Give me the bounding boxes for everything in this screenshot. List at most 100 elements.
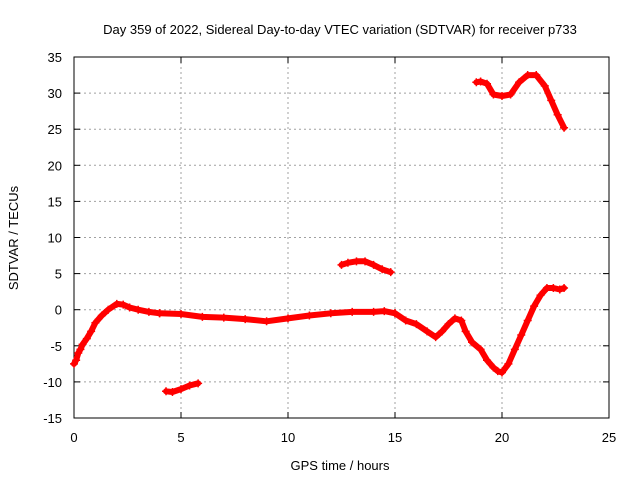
data-point bbox=[555, 285, 564, 294]
data-point bbox=[493, 367, 502, 376]
data-point bbox=[515, 78, 524, 87]
series-segment-top bbox=[472, 71, 569, 132]
data-point bbox=[386, 268, 395, 277]
data-point bbox=[498, 368, 506, 377]
x-tick-label: 25 bbox=[602, 430, 616, 445]
data-point bbox=[444, 320, 453, 329]
y-tick-labels: -15 -10 -5 0 5 10 15 20 25 30 35 bbox=[43, 50, 62, 426]
series-trail bbox=[71, 300, 163, 367]
data-point bbox=[438, 327, 447, 336]
data-point bbox=[540, 81, 549, 90]
data-point bbox=[177, 310, 185, 319]
y-axis-label: SDTVAR / TECUs bbox=[6, 185, 21, 290]
y-tick-label: 0 bbox=[55, 303, 62, 318]
data-point bbox=[468, 338, 477, 347]
series-trail bbox=[392, 285, 568, 376]
data-point bbox=[523, 316, 532, 325]
data-point bbox=[262, 317, 271, 326]
data-point bbox=[72, 356, 81, 365]
series-segment-low bbox=[162, 379, 203, 397]
data-point bbox=[241, 315, 250, 324]
grid-layer bbox=[74, 57, 609, 418]
data-point bbox=[457, 316, 466, 325]
y-tick-label: 30 bbox=[48, 86, 62, 101]
data-point bbox=[547, 96, 556, 105]
y-tick-label: 20 bbox=[48, 158, 62, 173]
data-point bbox=[87, 327, 96, 336]
data-point bbox=[144, 307, 153, 316]
data-point bbox=[97, 311, 106, 320]
x-tick-label: 10 bbox=[281, 430, 295, 445]
data-point bbox=[483, 79, 492, 88]
series-segment-main-end bbox=[391, 284, 569, 377]
data-point bbox=[504, 359, 513, 368]
data-point bbox=[506, 90, 515, 99]
data-point bbox=[401, 316, 410, 325]
series-segment-mid-high bbox=[337, 257, 395, 277]
data-point bbox=[343, 258, 352, 267]
data-point bbox=[326, 309, 335, 318]
data-point bbox=[380, 307, 389, 316]
data-point bbox=[476, 77, 485, 86]
data-point bbox=[155, 309, 164, 318]
tick-layer bbox=[73, 56, 610, 419]
x-tick-label: 0 bbox=[70, 430, 77, 445]
data-point bbox=[517, 330, 526, 339]
data-point bbox=[523, 71, 532, 80]
data-point bbox=[510, 345, 519, 354]
data-point bbox=[352, 257, 361, 266]
series-layer bbox=[70, 71, 569, 397]
data-point bbox=[134, 305, 143, 314]
data-point bbox=[530, 302, 539, 311]
data-point bbox=[284, 314, 292, 323]
data-point bbox=[305, 311, 314, 320]
data-point bbox=[194, 379, 203, 388]
data-point bbox=[412, 320, 421, 329]
data-point bbox=[337, 260, 346, 269]
data-point bbox=[450, 314, 459, 323]
y-tick-label: 15 bbox=[48, 194, 62, 209]
series-trail bbox=[163, 380, 202, 395]
y-tick-label: -15 bbox=[43, 411, 62, 426]
data-point bbox=[391, 309, 399, 318]
data-point bbox=[498, 91, 506, 100]
data-point bbox=[104, 305, 113, 314]
data-point bbox=[476, 345, 485, 354]
data-point bbox=[560, 284, 569, 293]
data-point bbox=[536, 291, 545, 300]
x-axis-label: GPS time / hours bbox=[291, 458, 390, 473]
y-tick-label: 35 bbox=[48, 50, 62, 65]
data-point bbox=[532, 71, 541, 80]
data-point bbox=[489, 363, 498, 372]
x-tick-labels: 0 5 10 15 20 25 bbox=[70, 430, 616, 445]
data-point bbox=[423, 327, 432, 336]
data-point bbox=[549, 284, 558, 293]
data-point bbox=[369, 260, 378, 269]
y-tick-label: 25 bbox=[48, 122, 62, 137]
data-point bbox=[168, 388, 177, 397]
y-tick-label: 10 bbox=[48, 231, 62, 246]
data-point bbox=[361, 257, 370, 266]
data-point bbox=[489, 90, 498, 99]
data-point bbox=[461, 327, 470, 336]
data-point bbox=[560, 123, 569, 132]
data-point bbox=[369, 307, 378, 316]
data-point bbox=[91, 318, 100, 327]
chart-title: Day 359 of 2022, Sidereal Day-to-day VTE… bbox=[103, 22, 577, 37]
data-point bbox=[219, 313, 228, 322]
y-tick-label: 5 bbox=[55, 267, 62, 282]
series-trail bbox=[156, 308, 398, 325]
data-point bbox=[76, 345, 85, 354]
series-segment-main-mid bbox=[155, 307, 399, 326]
data-point bbox=[177, 385, 185, 394]
data-point bbox=[198, 312, 207, 321]
data-point bbox=[378, 265, 387, 274]
x-tick-label: 5 bbox=[177, 430, 184, 445]
data-point bbox=[185, 381, 194, 390]
x-tick-label: 20 bbox=[495, 430, 509, 445]
data-point bbox=[119, 300, 128, 309]
y-tick-label: -5 bbox=[50, 339, 62, 354]
data-point bbox=[125, 303, 134, 312]
data-point bbox=[431, 333, 440, 342]
